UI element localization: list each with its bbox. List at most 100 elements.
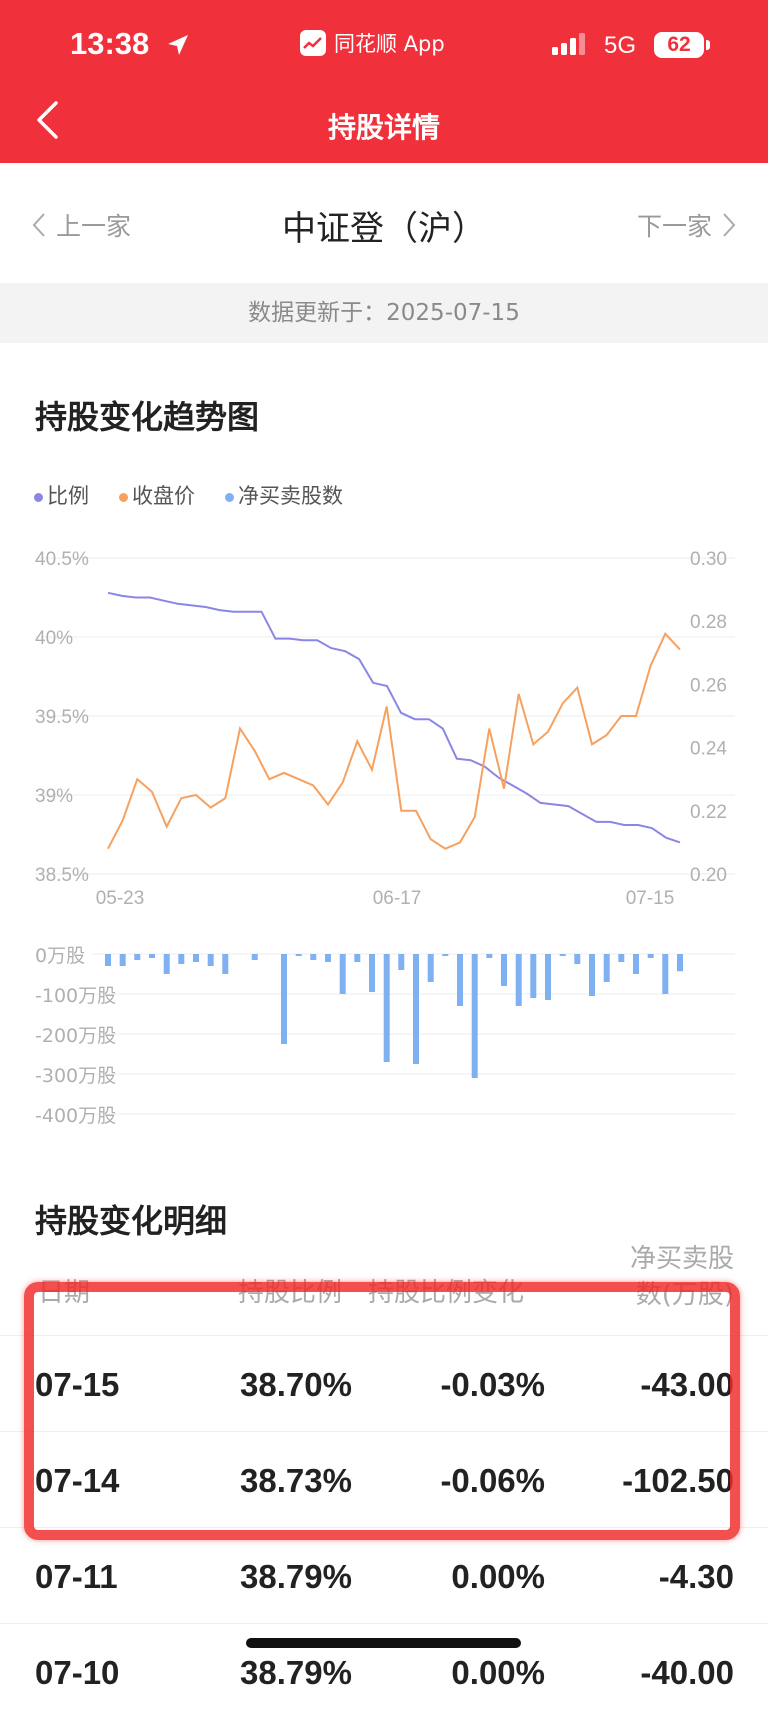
status-time: 13:38 xyxy=(70,26,150,61)
right-axis-tick: 0.30 xyxy=(690,549,727,570)
net-trade-bar xyxy=(251,954,258,960)
net-trade-bar xyxy=(383,954,390,1062)
update-timestamp: 数据更新于：2025-07-15 xyxy=(0,283,768,343)
net-trade-bar xyxy=(413,954,419,1064)
net-trade-bar xyxy=(589,954,595,996)
detail-section-title: 持股变化明细 xyxy=(35,1202,228,1240)
net-trade-bar xyxy=(310,954,317,960)
legend-label: 收盘价 xyxy=(132,484,195,508)
net-trade-bar xyxy=(281,954,287,1044)
chart-legend: 比例 收盘价 净买卖股数 xyxy=(34,480,343,510)
net-trade-bar xyxy=(559,954,566,956)
row-ratio: 38.79% xyxy=(240,1558,352,1595)
net-trade-bar xyxy=(530,954,537,998)
row-net: -4.30 xyxy=(658,1558,734,1595)
net-trade-bar xyxy=(677,954,683,972)
x-axis-tick: 07-15 xyxy=(626,888,675,909)
net-trade-bar xyxy=(295,954,302,956)
header-ratio-change: 持股比例变化 xyxy=(368,1278,525,1308)
table-row[interactable]: 07-11 38.79% 0.00% -4.30 xyxy=(0,1527,768,1624)
left-axis-tick: 39.5% xyxy=(35,707,89,728)
net-trade-bar xyxy=(662,954,669,994)
net-trade-bar xyxy=(339,954,346,994)
row-change: 0.00% xyxy=(451,1558,545,1595)
chevron-left-icon xyxy=(32,213,45,237)
page-title: 持股详情 xyxy=(327,111,440,144)
net-trade-bar xyxy=(119,954,126,966)
battery-nub xyxy=(706,40,710,50)
net-trade-bar xyxy=(501,954,507,986)
net-trade-bar xyxy=(369,954,375,992)
row-change: -0.06% xyxy=(440,1462,545,1499)
net-trade-bar xyxy=(545,954,551,1000)
table-row[interactable]: 07-14 38.73% -0.06% -102.50 xyxy=(0,1431,768,1528)
row-net: -40.00 xyxy=(640,1654,734,1691)
right-axis-tick: 0.24 xyxy=(690,739,727,760)
left-axis-tick: 39% xyxy=(35,786,73,807)
holding-trend-chart[interactable]: 40.5% 40% 39.5% 39% 38.5% 0.30 0.28 0.26 0.24 0.2… xyxy=(0,530,768,910)
prev-org-button[interactable]: 上一家 xyxy=(32,207,131,243)
net-trade-bar xyxy=(442,954,449,956)
bar-axis-tick: 0万股 xyxy=(35,945,85,967)
row-change: -0.03% xyxy=(440,1366,545,1403)
table-header: 日期 持股比例 持股比例变化 净买卖股 数(万股) xyxy=(0,1240,768,1335)
next-org-button[interactable]: 下一家 xyxy=(637,207,736,243)
left-axis-tick: 38.5% xyxy=(35,865,89,886)
org-name: 中证登（沪） xyxy=(282,209,486,249)
bar-axis-tick: -100万股 xyxy=(35,985,116,1007)
net-trade-bar xyxy=(603,954,610,982)
net-trade-bar xyxy=(633,954,639,974)
net-trade-bar xyxy=(105,954,111,966)
row-date: 07-10 xyxy=(35,1654,120,1691)
home-indicator[interactable] xyxy=(246,1638,521,1648)
app-header: 13:38 同花顺 App 5G 62 持股详情 xyxy=(0,0,768,163)
net-trade-bar xyxy=(222,954,229,974)
header-ratio: 持股比例 xyxy=(238,1278,343,1308)
right-axis-tick: 0.28 xyxy=(690,612,727,633)
legend-dot xyxy=(34,492,43,502)
net-trade-bar xyxy=(325,954,331,962)
prev-org-label: 上一家 xyxy=(56,212,132,241)
row-net: -102.50 xyxy=(622,1462,734,1499)
status-app-indicator[interactable]: 同花顺 App xyxy=(300,28,445,58)
right-axis-tick: 0.26 xyxy=(690,675,727,696)
legend-dot xyxy=(119,492,128,502)
right-axis-tick: 0.22 xyxy=(690,802,727,823)
bar-axis-tick: -200万股 xyxy=(35,1025,116,1047)
next-org-label: 下一家 xyxy=(636,212,712,241)
back-arrow-icon[interactable] xyxy=(34,100,60,140)
chevron-right-icon xyxy=(723,213,736,237)
net-trade-bar xyxy=(149,954,155,958)
row-date: 07-14 xyxy=(35,1462,120,1499)
row-ratio: 38.79% xyxy=(240,1654,352,1691)
legend-label: 比例 xyxy=(47,484,89,508)
net-trade-bar xyxy=(457,954,463,1006)
x-axis-tick: 05-23 xyxy=(96,888,145,909)
row-ratio: 38.73% xyxy=(240,1462,352,1499)
row-date: 07-15 xyxy=(35,1366,120,1403)
net-trade-bar xyxy=(207,954,214,966)
chart-section-title: 持股变化趋势图 xyxy=(35,398,260,436)
net-trade-bar xyxy=(515,954,522,1006)
legend-dot xyxy=(225,492,234,502)
table-row[interactable]: 07-15 38.70% -0.03% -43.00 xyxy=(0,1335,768,1432)
net-trade-bar-chart[interactable]: 0万股 -100万股 -200万股 -300万股 -400万股 xyxy=(0,930,768,1130)
right-axis-tick: 0.20 xyxy=(690,865,727,886)
left-axis-tick: 40% xyxy=(35,628,73,649)
org-navigation: 上一家 中证登（沪） 下一家 xyxy=(0,163,768,283)
net-trade-bar xyxy=(486,954,493,958)
legend-item-price: 收盘价 xyxy=(119,480,195,510)
cellular-signal-icon xyxy=(552,33,585,55)
bar-axis-tick: -400万股 xyxy=(35,1105,116,1127)
bar-axis-tick: -300万股 xyxy=(35,1065,116,1087)
header-net-line1: 净买卖股 xyxy=(629,1244,734,1274)
net-trade-bar xyxy=(178,954,185,964)
row-net: -43.00 xyxy=(640,1366,734,1403)
net-trade-bar xyxy=(398,954,405,970)
net-trade-bar xyxy=(427,954,434,982)
net-trade-bar xyxy=(618,954,625,962)
tonghuashun-logo-icon xyxy=(300,30,326,56)
legend-item-ratio: 比例 xyxy=(34,480,89,510)
battery-icon: 62 xyxy=(654,32,704,58)
series-line-price xyxy=(107,632,681,850)
